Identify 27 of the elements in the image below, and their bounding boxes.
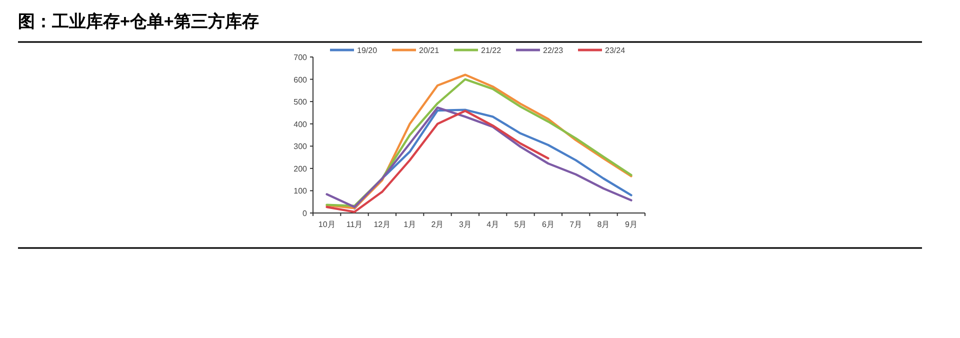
x-tick-label: 4月 bbox=[486, 220, 500, 229]
y-tick-label: 300 bbox=[294, 142, 308, 152]
x-tick-label: 7月 bbox=[570, 220, 582, 229]
x-tick-label: 12月 bbox=[374, 220, 391, 229]
x-tick-label: 2月 bbox=[431, 220, 444, 229]
x-tick-label: 9月 bbox=[624, 220, 638, 229]
x-tick-label: 5月 bbox=[514, 220, 527, 229]
y-tick-label: 500 bbox=[294, 98, 308, 107]
x-tick-label: 11月 bbox=[346, 220, 363, 229]
y-tick-label: 400 bbox=[294, 120, 308, 129]
y-tick-label: 600 bbox=[294, 75, 308, 84]
x-tick-label: 1月 bbox=[404, 220, 416, 229]
legend-label: 19/20 bbox=[357, 46, 378, 55]
y-tick-label: 100 bbox=[294, 186, 308, 196]
text: 图：工业库存+仓单+第三方库存 bbox=[18, 12, 259, 31]
line-series bbox=[326, 110, 550, 213]
y-tick-label: 0 bbox=[302, 209, 308, 218]
y-tick-label: 200 bbox=[294, 164, 308, 174]
x-tick-label: 3月 bbox=[458, 220, 472, 229]
legend-label: 23/24 bbox=[605, 46, 626, 55]
legend-label: 20/21 bbox=[419, 46, 440, 55]
x-tick-label: 10月 bbox=[318, 220, 336, 229]
x-tick-label: 8月 bbox=[597, 220, 610, 229]
x-tick-label: 6月 bbox=[542, 220, 554, 229]
y-tick-label: 700 bbox=[294, 53, 308, 62]
legend-label: 22/23 bbox=[543, 46, 564, 55]
legend-label: 21/22 bbox=[481, 46, 502, 55]
